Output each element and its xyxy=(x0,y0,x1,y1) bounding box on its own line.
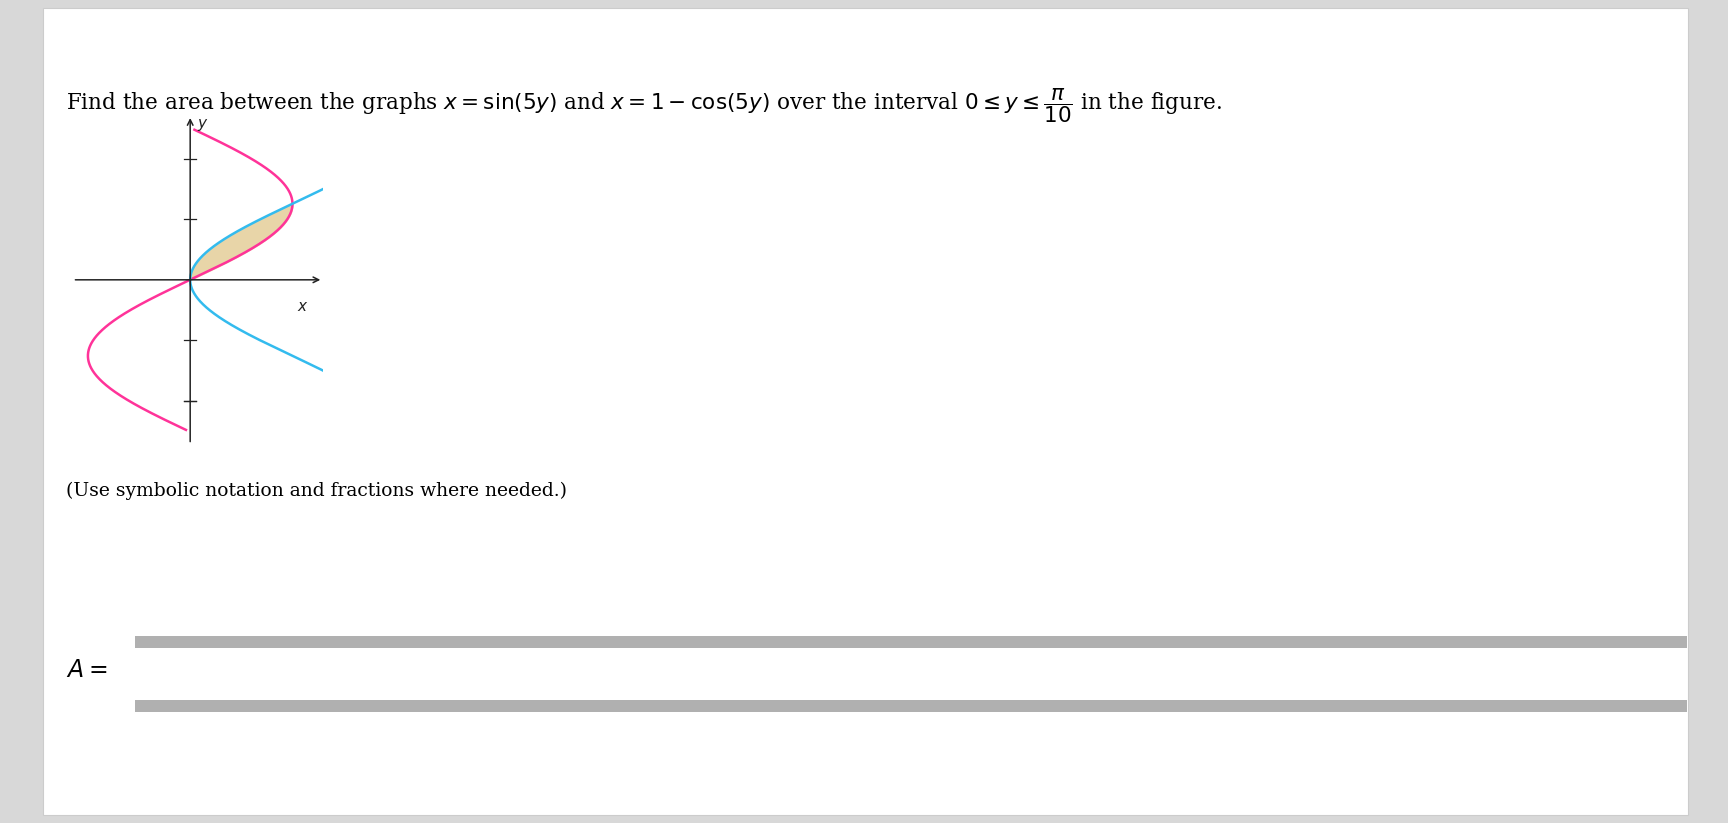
Text: $A =$: $A =$ xyxy=(66,659,107,682)
Text: Find the area between the graphs $x = \sin(5y)$ and $x = 1 - \cos(5y)$ over the : Find the area between the graphs $x = \s… xyxy=(66,86,1222,125)
Text: $x$: $x$ xyxy=(297,300,309,314)
Text: (Use symbolic notation and fractions where needed.): (Use symbolic notation and fractions whe… xyxy=(66,481,567,500)
Text: $y$: $y$ xyxy=(197,117,209,133)
